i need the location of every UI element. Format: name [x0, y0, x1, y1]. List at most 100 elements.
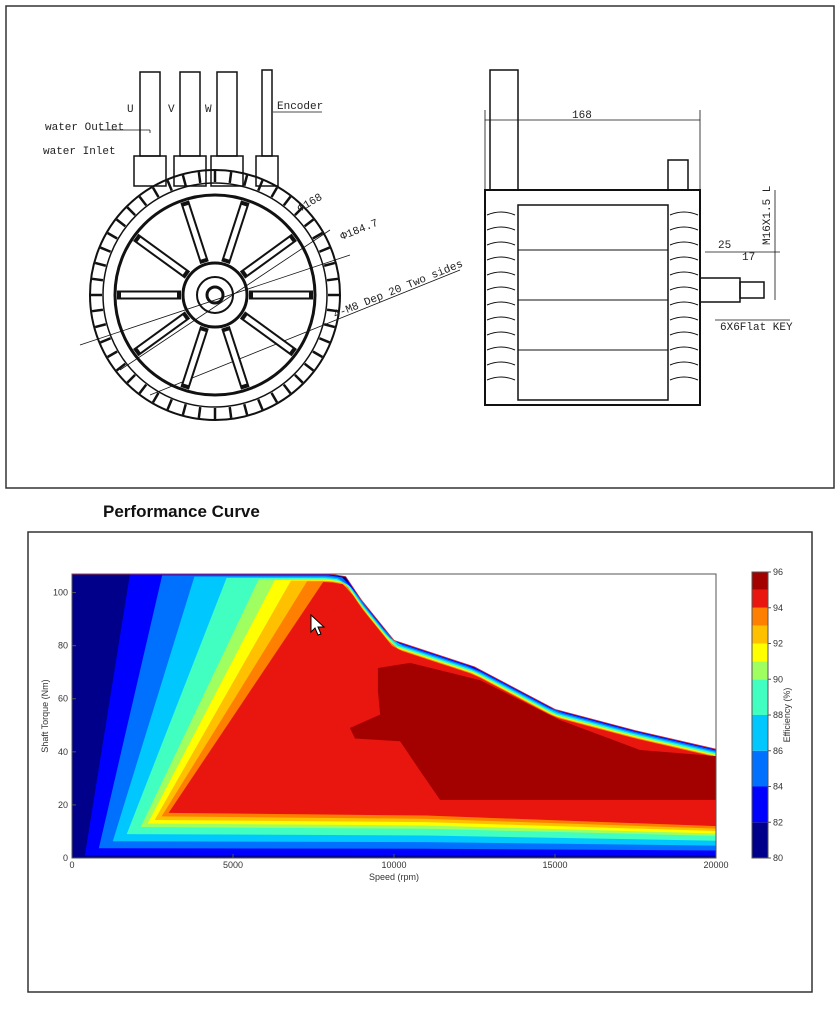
side-fin [486, 211, 516, 216]
spoke-inner [137, 237, 186, 275]
fin [323, 323, 336, 329]
fin [270, 186, 279, 198]
side-fin [669, 286, 699, 291]
fin [91, 308, 104, 313]
colorbar-band [752, 643, 768, 662]
side-fin [669, 301, 699, 306]
fin [228, 406, 233, 419]
label-thread: M16X1.5 L [762, 186, 774, 245]
fin [151, 186, 160, 198]
fin [326, 277, 339, 282]
label-v: V [168, 104, 175, 116]
colorbar-tick-label: 96 [773, 567, 783, 577]
side-fin [669, 346, 699, 351]
fin [99, 246, 112, 253]
fin [106, 231, 118, 240]
x-tick-label: 0 [69, 860, 74, 870]
fin [294, 374, 304, 384]
label-d17: 17 [742, 252, 755, 264]
colorbar-tick-label: 88 [773, 710, 783, 720]
label-length: 168 [572, 110, 592, 122]
side-fin [669, 361, 699, 366]
colorbar-tick-label: 80 [773, 853, 783, 863]
side-fin [486, 331, 516, 336]
fin [312, 231, 324, 240]
torque-limit [72, 573, 717, 750]
fin [257, 398, 264, 411]
x-tick-label: 15000 [542, 860, 567, 870]
fin [115, 218, 127, 228]
colorbar-band [752, 661, 768, 680]
fin [326, 308, 339, 313]
fin [282, 383, 292, 395]
side-fin [486, 361, 516, 366]
side-fin [486, 286, 516, 291]
fin [115, 362, 127, 372]
colorbar-band [752, 679, 768, 715]
colorbar-tick-label: 90 [773, 674, 783, 684]
side-fin [669, 271, 699, 276]
label-encoder: Encoder [277, 101, 323, 113]
side-fin [669, 226, 699, 231]
x-axis-label: Speed (rpm) [369, 872, 419, 882]
side-fin [486, 346, 516, 351]
fin [197, 171, 202, 184]
fin [181, 174, 187, 187]
side-fin [669, 241, 699, 246]
fin [94, 261, 107, 267]
spoke-inner [183, 330, 206, 386]
spoke-inner [224, 204, 247, 260]
contour-plot [72, 574, 716, 858]
spoke-inner [224, 330, 247, 386]
fin [243, 403, 249, 416]
side-fin [669, 211, 699, 216]
colorbar-tick-label: 92 [773, 639, 783, 649]
chart-frame [27, 531, 813, 993]
colorbar-band [752, 589, 768, 608]
label-w: W [205, 104, 212, 116]
colorbar-band [752, 715, 768, 751]
colorbar-tick-label: 94 [773, 603, 783, 613]
colorbar-band [752, 750, 768, 787]
fin [99, 337, 112, 344]
fin [257, 179, 264, 192]
colorbar-tick-label: 82 [773, 817, 783, 827]
fin [106, 350, 118, 359]
side-fin [486, 316, 516, 321]
colorbar-label: Efficiency (%) [782, 688, 792, 743]
side-fin [669, 376, 699, 381]
side-fin [669, 256, 699, 261]
side-fin [486, 241, 516, 246]
label-key: 6X6Flat KEY [720, 322, 793, 334]
fin [303, 362, 315, 372]
fin [228, 171, 233, 184]
label-d25: 25 [718, 240, 731, 252]
colorbar-tick-label: 86 [773, 746, 783, 756]
colorbar-band [752, 607, 768, 626]
fin [282, 195, 292, 207]
drawing-frame [5, 5, 835, 489]
side-fin [486, 226, 516, 231]
contour-core [349, 662, 716, 800]
motor-front-view [79, 69, 461, 421]
spoke-inner [183, 204, 206, 260]
label-u: U [127, 104, 134, 116]
side-fin [486, 256, 516, 261]
fin [151, 392, 160, 404]
colorbar-band [752, 625, 768, 644]
colorbar-band [752, 786, 768, 823]
fin [166, 179, 173, 192]
x-tick-label: 5000 [223, 860, 243, 870]
fin [126, 206, 136, 216]
y-tick-label: 40 [58, 747, 68, 757]
fin [166, 398, 173, 411]
fin [318, 246, 331, 253]
y-tick-label: 20 [58, 800, 68, 810]
fin [181, 403, 187, 416]
side-fin [486, 376, 516, 381]
section-title: Performance Curve [103, 502, 260, 521]
label-water-outlet: water Outlet [45, 122, 124, 134]
label-mount: 4-M8 Dep 20 Two sides [332, 259, 465, 322]
